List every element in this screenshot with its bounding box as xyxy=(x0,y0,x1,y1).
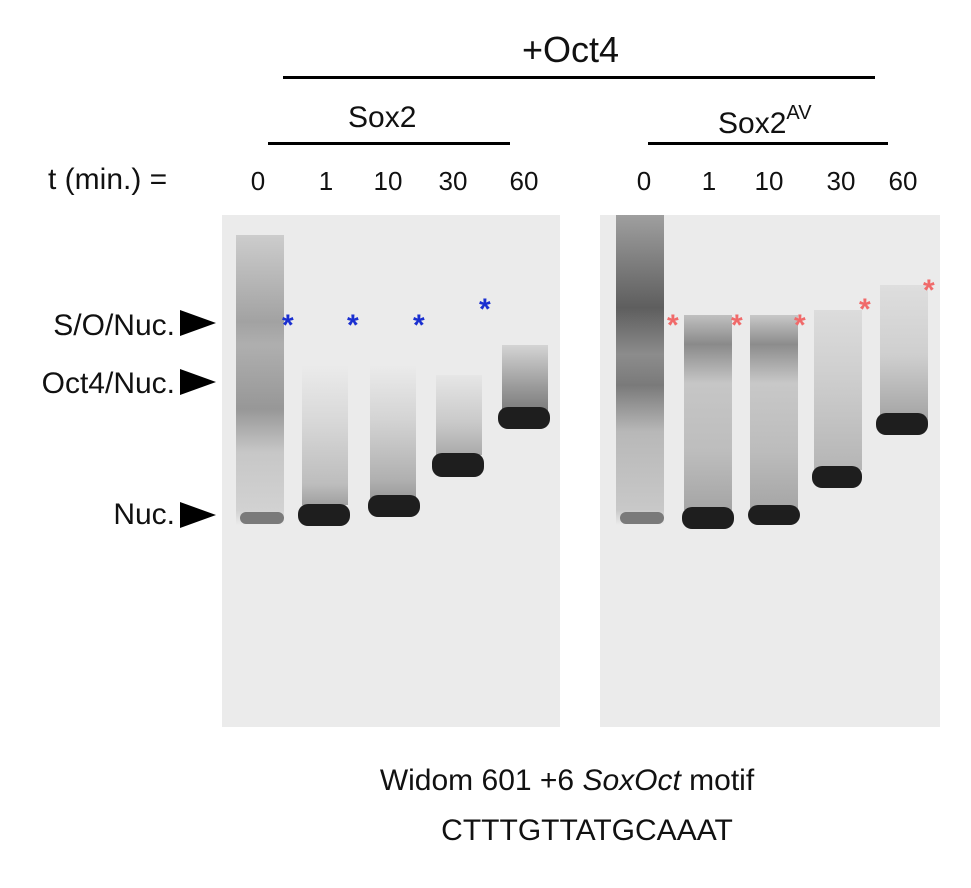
lane60-smear xyxy=(502,345,548,415)
lane-num-g2-60: 60 xyxy=(888,166,918,196)
star-g1-lane1: * xyxy=(282,309,294,342)
lane10-band-nuc xyxy=(368,495,420,517)
gel-panel-sox2av xyxy=(600,215,940,727)
lane-num-g2-1: 1 xyxy=(701,166,717,196)
lane10-smear xyxy=(370,365,416,500)
av-lane0-smear xyxy=(616,215,664,525)
star-g1-lane10: * xyxy=(347,309,359,342)
lane30-smear xyxy=(436,375,482,455)
star-g2-lane60: * xyxy=(923,274,935,307)
sox2-group-label: Sox2 xyxy=(348,101,417,134)
lane-num-g1-60: 60 xyxy=(509,166,539,196)
star-g2-lane0: * xyxy=(667,309,679,342)
lane-num-g2-0: 0 xyxy=(636,166,652,196)
star-g1-lane60: * xyxy=(479,293,491,326)
av-lane10-smear xyxy=(750,315,798,510)
av-lane0-band-nuc xyxy=(620,512,664,524)
time-label: t (min.) = xyxy=(48,163,168,196)
star-g1-lane30: * xyxy=(413,309,425,342)
caption-line1-a: Widom 601 +6 xyxy=(379,764,583,797)
nuc-arrow xyxy=(180,502,216,528)
caption-line1: Widom 601 +6 SoxOct motif xyxy=(287,766,847,796)
so-nuc-label: S/O/Nuc. xyxy=(53,309,175,342)
lane1-smear xyxy=(302,365,348,505)
star-g2-lane30: * xyxy=(859,293,871,326)
av-lane1-band-nuc xyxy=(682,507,734,529)
lane0-band-nuc xyxy=(240,512,284,524)
gel-panel-sox2 xyxy=(222,215,560,727)
av-lane30-band xyxy=(812,466,862,488)
lane-num-g1-0: 0 xyxy=(250,166,266,196)
lane-num-g1-30: 30 xyxy=(438,166,468,196)
lane-num-g1-1: 1 xyxy=(318,166,334,196)
av-lane60-smear xyxy=(880,285,928,425)
sox2av-rule xyxy=(648,142,888,145)
sox2-rule xyxy=(268,142,510,145)
sox2av-group-label: Sox2AV xyxy=(718,103,812,139)
caption-line1-b: motif xyxy=(680,764,755,797)
lane-num-g2-10: 10 xyxy=(754,166,784,196)
caption-motif: SoxOct xyxy=(582,764,681,797)
oct4-nuc-label: Oct4/Nuc. xyxy=(41,367,175,400)
av-lane30-smear xyxy=(814,310,862,470)
nuc-label: Nuc. xyxy=(113,498,175,531)
oct4-rule xyxy=(283,76,875,79)
oct4-label: +Oct4 xyxy=(522,29,620,70)
lane0-smear xyxy=(236,235,284,525)
sox2av-base: Sox2 xyxy=(718,107,787,140)
star-g2-lane1: * xyxy=(731,309,743,342)
star-g2-lane10: * xyxy=(794,309,806,342)
av-lane10-band-nuc xyxy=(748,505,800,525)
sox2av-superscript: AV xyxy=(786,102,812,124)
lane-num-g2-30: 30 xyxy=(826,166,856,196)
lane30-band xyxy=(432,453,484,477)
oct4-nuc-arrow xyxy=(180,369,216,395)
lane60-band xyxy=(498,407,550,429)
av-lane1-smear xyxy=(684,315,732,510)
lane-num-g1-10: 10 xyxy=(373,166,403,196)
so-nuc-arrow xyxy=(180,310,216,336)
av-lane60-band xyxy=(876,413,928,435)
lane1-band-nuc xyxy=(298,504,350,526)
caption-sequence: CTTTGTTATGCAAAT xyxy=(441,814,733,847)
